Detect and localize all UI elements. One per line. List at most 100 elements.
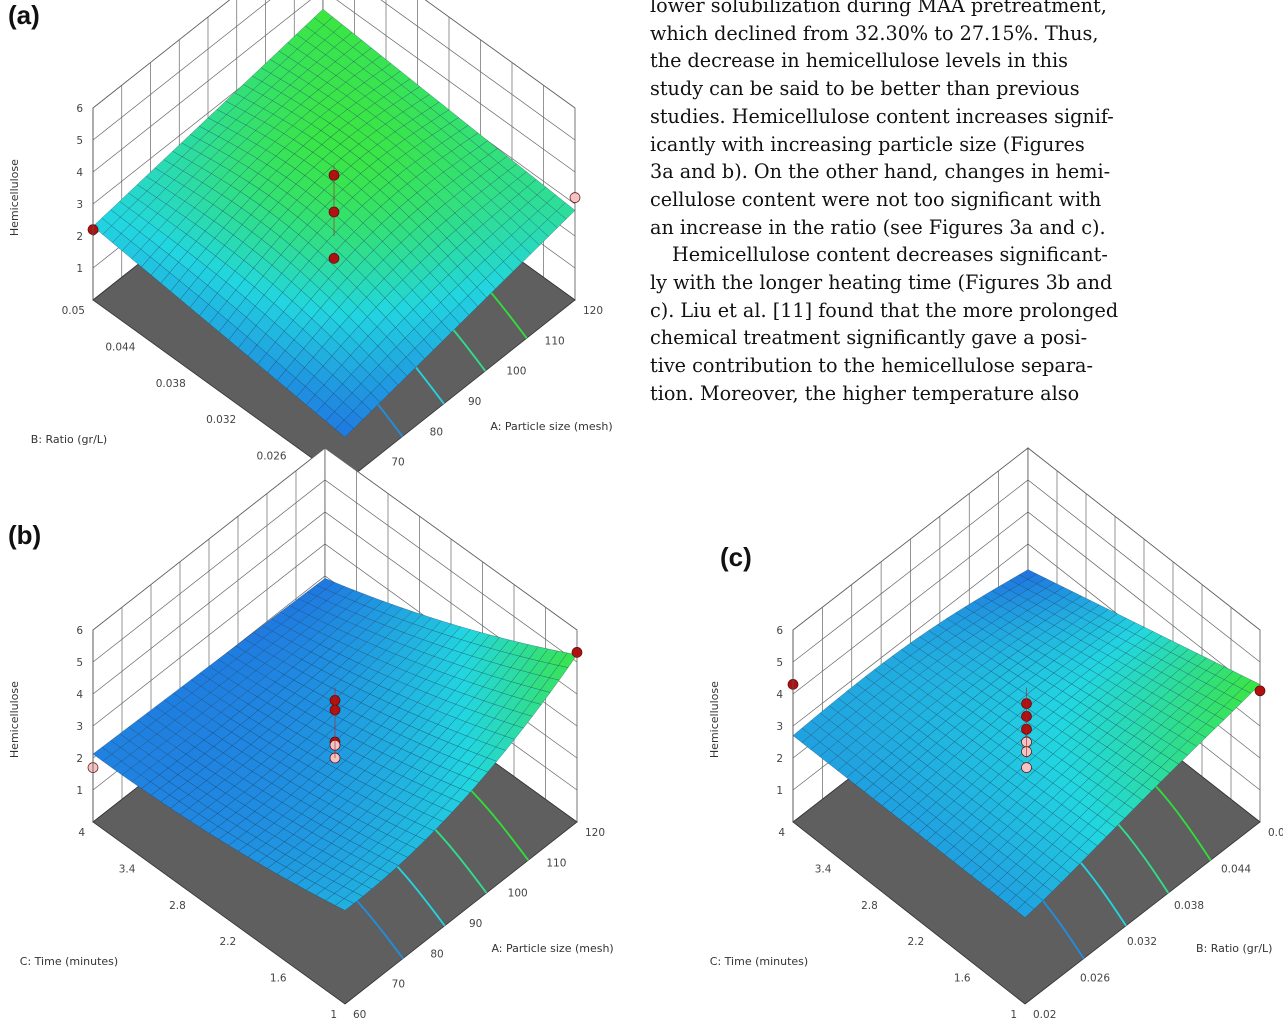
y-tick-label: 4 (78, 827, 85, 839)
design-point (328, 253, 340, 264)
x-tick-label: 100 (506, 366, 526, 378)
design-point (571, 647, 583, 658)
y-tick-label: 0.044 (105, 341, 135, 353)
y-tick-label: 3.4 (119, 863, 136, 875)
x-tick-label: 80 (430, 426, 443, 438)
z-tick-label: 6 (76, 103, 83, 115)
response-surface (92, 578, 578, 911)
x-axis-label: A: Particle size (mesh) (490, 420, 612, 433)
text-line: an increase in the ratio (see Figures 3a… (650, 215, 1106, 239)
design-point (1254, 685, 1266, 697)
y-tick-label: 2.8 (861, 900, 878, 912)
z-tick-label: 4 (76, 167, 83, 179)
y-tick-label: 3.4 (815, 863, 832, 875)
y-tick-label: 4 (778, 827, 785, 839)
x-tick-label: 120 (583, 305, 603, 317)
text-line: tion. Moreover, the higher temperature a… (650, 381, 1080, 405)
z-tick-label: 6 (776, 625, 783, 637)
z-axis-label: Hemicellulose (708, 681, 721, 758)
wall-gridline (792, 479, 1261, 663)
x-tick-label: 110 (545, 335, 565, 347)
x-tick-label: 70 (391, 457, 404, 469)
text-line: the decrease in hemicellulose levels in … (650, 49, 1068, 73)
z-tick-label: 2 (776, 753, 783, 765)
paragraph-1: lower solubilization during MAA pretreat… (650, 0, 1270, 241)
panel-label-c: (c) (720, 542, 752, 572)
z-tick-label: 1 (776, 785, 783, 797)
wall-gridline (92, 0, 576, 173)
wall-gridline (92, 0, 576, 109)
text-line: cellulose content were not too significa… (650, 187, 1102, 211)
text-line: chemical treatment significantly gave a … (650, 326, 1088, 350)
y-tick-label: 0.038 (156, 378, 186, 390)
z-tick-label: 2 (76, 231, 83, 243)
wall-gridline (92, 447, 578, 631)
design-point (569, 192, 581, 203)
design-point (1021, 762, 1032, 773)
x-tick-label: 110 (546, 857, 566, 869)
text-line: which declined from 32.30% to 27.15%. Th… (650, 21, 1099, 45)
response-surface (92, 8, 576, 438)
y-tick-label: 0.05 (62, 305, 85, 317)
z-axis-label: Hemicellulose (8, 681, 21, 758)
z-tick-label: 2 (76, 753, 83, 765)
text-line: c). Liu et al. [11] found that the more … (650, 298, 1119, 322)
wall-gridline (92, 0, 576, 141)
x-tick-label: 120 (585, 827, 605, 839)
z-tick-label: 5 (776, 657, 783, 669)
x-tick-label: 100 (508, 888, 528, 900)
wall-gridline (792, 447, 1261, 631)
text-line: studies. Hemicellulose content increases… (650, 104, 1114, 128)
text-line: icantly with increasing particle size (F… (650, 132, 1085, 156)
y-tick-label: 1.6 (954, 973, 971, 985)
y-tick-label: 0.032 (206, 414, 236, 426)
wall-gridline (92, 479, 578, 663)
z-tick-label: 3 (76, 199, 83, 211)
x-tick-label: 60 (353, 1009, 366, 1021)
response-surface (792, 569, 1261, 918)
text-line: study can be said to be better than prev… (650, 77, 1080, 101)
x-tick-label: 0.05 (1268, 827, 1283, 839)
panel-label-b: (b) (8, 520, 42, 550)
panel-label-a: (a) (8, 0, 40, 30)
x-axis-label: B: Ratio (gr/L) (1196, 942, 1272, 955)
surface-cell (334, 419, 355, 438)
y-tick-label: 1.6 (270, 973, 287, 985)
z-tick-label: 5 (76, 135, 83, 147)
wall-gridline (92, 511, 578, 695)
y-axis-label: C: Time (minutes) (710, 955, 808, 968)
z-axis-label: Hemicellulose (8, 159, 21, 236)
z-tick-label: 3 (76, 721, 83, 733)
text-line: lower solubilization during MAA pretreat… (650, 0, 1107, 17)
paragraph-2: Hemicellulose content decreases signific… (650, 241, 1270, 407)
x-tick-label: 0.032 (1127, 936, 1157, 948)
text-line: tive contribution to the hemicellulose s… (650, 354, 1093, 378)
x-tick-label: 0.02 (1033, 1009, 1056, 1021)
x-tick-label: 0.044 (1221, 863, 1251, 875)
z-tick-label: 3 (776, 721, 783, 733)
text-line: Hemicellulose content decreases signific… (672, 243, 1108, 267)
y-tick-label: 0.026 (257, 451, 287, 463)
y-tick-label: 1 (1010, 1009, 1017, 1021)
x-tick-label: 90 (469, 918, 482, 930)
z-tick-label: 4 (776, 689, 783, 701)
y-tick-label: 2.2 (907, 936, 924, 948)
x-tick-label: 0.038 (1174, 900, 1204, 912)
z-tick-label: 5 (76, 657, 83, 669)
z-tick-label: 1 (76, 263, 83, 275)
z-tick-label: 4 (76, 689, 83, 701)
x-tick-label: 0.026 (1080, 973, 1110, 985)
x-tick-label: 80 (430, 948, 443, 960)
x-tick-label: 70 (392, 979, 405, 991)
surface-cell (334, 898, 355, 911)
wall-gridline (792, 511, 1261, 695)
z-tick-label: 1 (76, 785, 83, 797)
body-text: lower solubilization during MAA pretreat… (650, 0, 1270, 408)
y-tick-label: 2.8 (169, 900, 186, 912)
text-line: ly with the longer heating time (Figures… (650, 271, 1113, 295)
x-axis-label: A: Particle size (mesh) (491, 942, 613, 955)
y-tick-label: 2.2 (219, 936, 236, 948)
text-line: 3a and b). On the other hand, changes in… (650, 160, 1111, 184)
surface-cell (1015, 901, 1035, 918)
